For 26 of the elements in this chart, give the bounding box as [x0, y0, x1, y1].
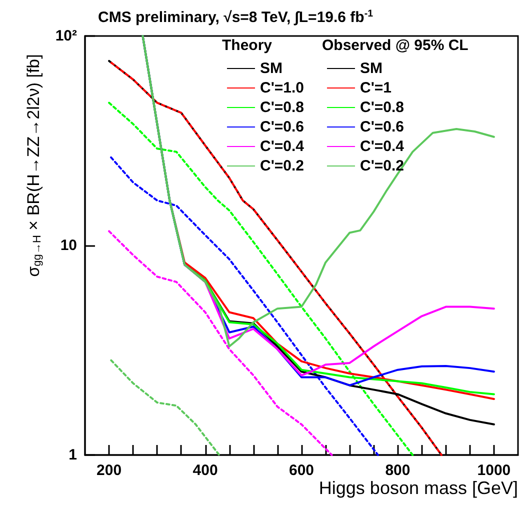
x-tick-label: 600 [288, 462, 314, 479]
legend-label: C'=0.2 [260, 158, 304, 174]
y-tick-label: 1 [68, 446, 77, 464]
annotation: Observed @ 95% CL [322, 37, 468, 54]
legend-label: SM [360, 60, 382, 77]
x-axis-title: Higgs boson mass [GeV] [318, 478, 518, 498]
y-axis-title: σgg→H × BR(H→ZZ→2l2ν) [fb] [24, 54, 44, 277]
legend-label: SM [260, 60, 282, 77]
x-tick-label: 400 [192, 462, 218, 479]
y-tick-label: 10 [60, 237, 77, 254]
annotation: Theory [222, 37, 273, 54]
legend-label: C'=0.8 [260, 99, 304, 116]
legend-label: C'=0.4 [260, 138, 305, 155]
line-series [108, 230, 333, 456]
legend-label: C'=0.8 [360, 99, 404, 116]
legend-label: C'=1.0 [260, 80, 304, 96]
y-tick-label: 10² [55, 28, 77, 44]
legend-label: C'=0.6 [260, 118, 304, 136]
line-series [108, 357, 220, 456]
x-tick-label: 1000 [477, 462, 511, 479]
legend-label: C'=0.2 [360, 158, 404, 174]
legend-label: C'=1 [360, 80, 392, 96]
x-tick-label: 200 [96, 462, 122, 479]
legend-label: C'=0.4 [360, 138, 405, 155]
x-tick-label: 800 [385, 462, 410, 479]
legend-label: C'=0.6 [360, 118, 404, 136]
